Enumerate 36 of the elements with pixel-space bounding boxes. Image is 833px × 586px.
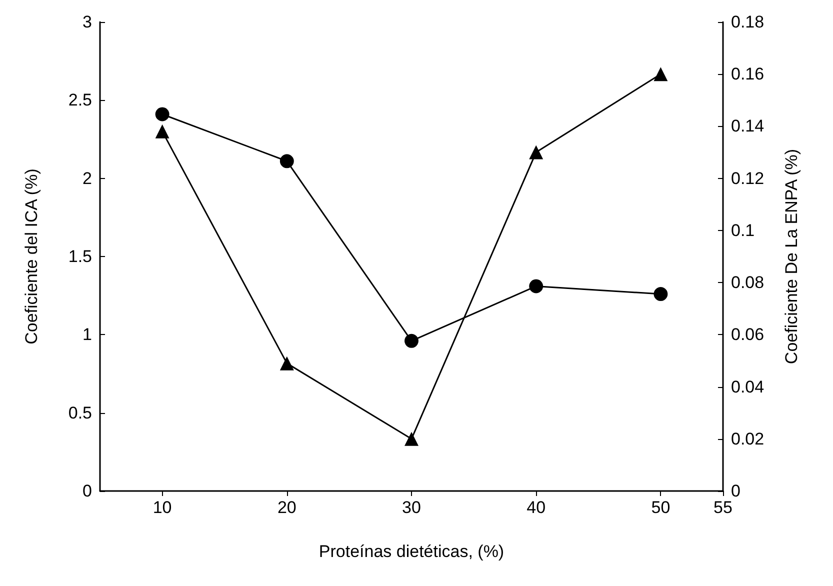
y2-tick-label: 0.18 xyxy=(731,12,764,32)
y-tick-label: 3 xyxy=(82,12,92,32)
x-tick-label: 30 xyxy=(402,498,421,517)
point xyxy=(155,107,170,122)
x-axis-title: Proteínas dietéticas, (%) xyxy=(318,542,504,561)
y2-tick-label: 0.04 xyxy=(731,377,764,396)
y-tick-label: 0.5 xyxy=(68,403,92,422)
y-tick-label: 1 xyxy=(82,325,92,344)
point xyxy=(529,145,544,160)
y-tick-label: 0 xyxy=(82,482,92,500)
y-tick-label: 2 xyxy=(82,168,92,188)
y2-tick-label: 0.1 xyxy=(731,220,755,240)
y-tick-label: 1.5 xyxy=(68,247,92,266)
y2-tick-label: 0.12 xyxy=(731,168,764,188)
point xyxy=(654,67,668,82)
y2-tick-label: 0.06 xyxy=(731,325,764,344)
x-tick-label: 40 xyxy=(526,498,546,517)
point xyxy=(654,287,668,302)
y2-axis-title: Coeficiente De La ENPA (%) xyxy=(782,148,801,364)
y2-tick-label: 0.02 xyxy=(731,429,764,448)
y-tick-label: 2.5 xyxy=(68,90,92,110)
point xyxy=(280,154,294,168)
x-tick-label: 10 xyxy=(152,498,172,517)
y2-tick-label: 0.16 xyxy=(731,64,764,84)
x-tick-label: 55 xyxy=(714,498,732,517)
x-tick-label: 20 xyxy=(277,498,296,517)
point xyxy=(404,432,418,446)
point xyxy=(155,124,170,138)
y2-tick-label: 0.08 xyxy=(731,273,764,292)
point xyxy=(404,334,418,348)
y2-tick-label: 0 xyxy=(731,482,740,500)
y-axis-title: Coeficiente del ICA (%) xyxy=(22,168,41,344)
x-tick-label: 50 xyxy=(651,498,670,517)
point xyxy=(280,356,294,370)
y2-tick-label: 0.14 xyxy=(731,116,764,136)
point xyxy=(529,279,544,294)
